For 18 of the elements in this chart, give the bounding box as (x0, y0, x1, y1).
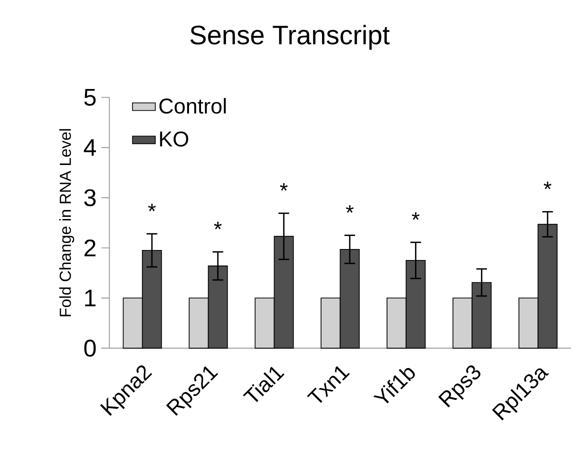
y-tick-label: 5 (84, 88, 96, 106)
annotation: * (412, 212, 420, 220)
annotation: * (214, 222, 222, 230)
legend-label: Control (159, 98, 226, 114)
annotation: * (148, 204, 156, 212)
y-tick-label: 2 (84, 239, 96, 256)
x-tick-label: Yif1b (373, 368, 415, 404)
y-tick-label: 0 (84, 340, 96, 357)
annotation: * (280, 183, 288, 191)
y-tick-label: 4 (84, 139, 96, 156)
legend-label: KO (160, 131, 188, 146)
x-tick-label: Tial1 (242, 366, 284, 402)
chart-title: Sense Transcript (190, 24, 390, 50)
annotation: * (544, 182, 552, 190)
y-axis-title: Fold Change in RNA Level (59, 129, 74, 316)
y-tick-label: 1 (85, 290, 96, 306)
y-tick-label: 3 (84, 189, 96, 206)
annotation: * (346, 205, 354, 213)
